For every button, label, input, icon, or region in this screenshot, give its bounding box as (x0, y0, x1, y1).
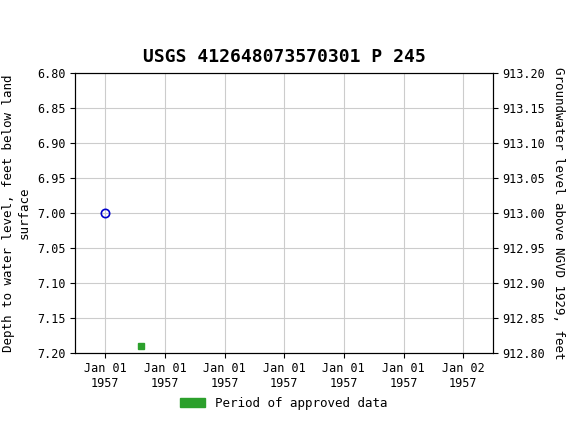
Y-axis label: Groundwater level above NGVD 1929, feet: Groundwater level above NGVD 1929, feet (552, 67, 566, 359)
Text: ╳USGS: ╳USGS (12, 15, 70, 37)
Legend: Period of approved data: Period of approved data (175, 392, 393, 415)
Title: USGS 412648073570301 P 245: USGS 412648073570301 P 245 (143, 48, 426, 66)
Y-axis label: Depth to water level, feet below land
surface: Depth to water level, feet below land su… (2, 74, 30, 352)
